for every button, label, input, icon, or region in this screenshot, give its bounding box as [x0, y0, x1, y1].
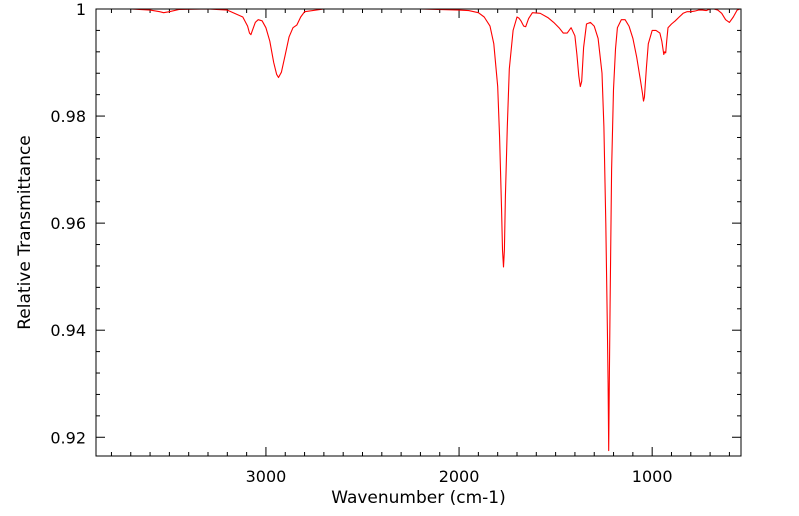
spectrum-line [96, 8, 741, 452]
x-tick-label: 2000 [439, 467, 480, 486]
y-tick-label: 0.98 [50, 107, 86, 126]
y-axis-label: Relative Transmittance [15, 135, 35, 330]
y-tick-label: 0.92 [50, 428, 86, 447]
x-tick-label: 1000 [632, 467, 673, 486]
y-tick-label: 1 [76, 0, 86, 19]
y-tick-label: 0.94 [50, 321, 86, 340]
x-axis-label: Wavenumber (cm-1) [331, 488, 506, 508]
tick-marks [96, 8, 741, 456]
plot-area-frame [95, 8, 742, 457]
y-tick-label: 0.96 [50, 214, 86, 233]
x-tick-label: 3000 [246, 467, 287, 486]
tick-labels: 3000 2000 1000 0.92 0.94 0.96 0.98 1 [50, 0, 672, 486]
